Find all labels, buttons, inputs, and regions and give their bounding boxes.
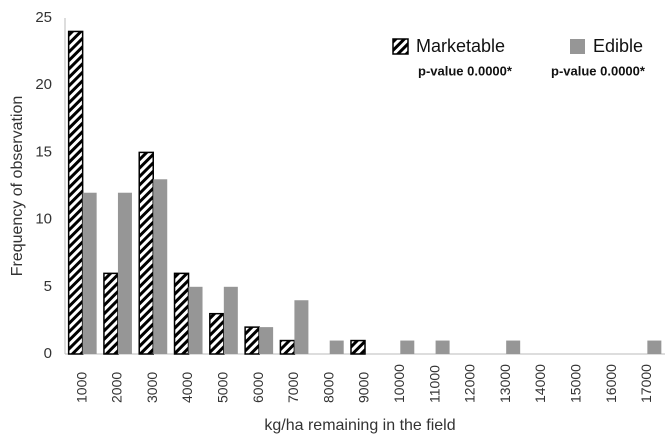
bar [294,300,309,354]
bar [117,192,132,354]
x-tick-label: 1000 [73,372,89,403]
x-tick-label: 2000 [109,372,125,403]
bar [435,340,450,354]
x-tick-label: 7000 [285,372,301,403]
bar [259,327,274,354]
x-tick-label: 10000 [391,364,407,403]
y-tick-label: 10 [35,211,52,228]
x-tick-label: 6000 [250,372,266,403]
x-tick-label: 9000 [356,372,372,403]
bar [67,30,84,355]
bar [647,340,662,354]
y-tick-label: 0 [44,345,52,362]
y-tick-label: 20 [35,76,52,93]
y-tick-label: 25 [35,9,52,26]
x-tick-label: 15000 [567,364,583,403]
y-tick-label: 5 [44,278,52,295]
bar [173,272,190,355]
bar [329,340,344,354]
legend-swatch [392,38,409,55]
bar [138,151,154,355]
bar [223,286,238,354]
x-tick-label: 8000 [320,372,336,403]
x-axis-title: kg/ha remaining in the field [264,417,455,434]
bar [188,286,203,354]
bar [506,340,521,354]
annotation: p-value 0.0000* [551,63,646,78]
bar [279,339,296,355]
x-tick-label: 16000 [603,364,619,403]
bar [209,312,225,355]
x-tick-label: 3000 [144,372,160,403]
x-tick-label: 11000 [426,365,442,403]
bar [153,179,168,354]
legend-label: Edible [593,36,643,56]
bar [244,326,260,355]
y-axis-title: Frequency of observation [9,96,26,277]
bar [103,272,119,355]
x-tick-label: 14000 [532,364,548,403]
legend-swatch [570,39,585,54]
x-tick-label: 4000 [179,372,195,403]
annotation: p-value 0.0000* [418,63,513,78]
x-tick-label: 5000 [215,372,231,403]
bar [82,192,97,354]
x-tick-label: 12000 [462,364,478,403]
bar [350,339,366,355]
x-tick-label: 13000 [497,364,513,403]
y-tick-label: 15 [35,143,52,160]
bar [400,340,415,354]
legend-label: Marketable [416,36,505,56]
x-tick-label: 17000 [638,364,654,403]
